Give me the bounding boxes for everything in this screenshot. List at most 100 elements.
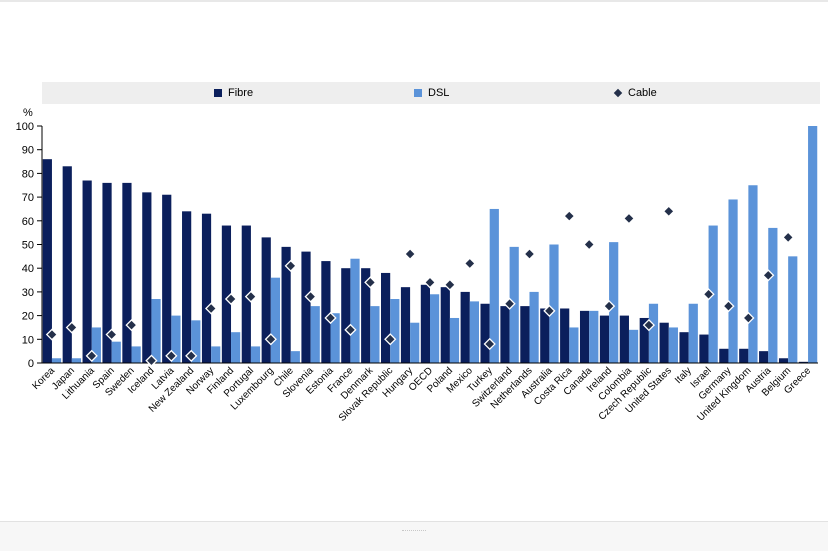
- marker-cable: [65, 321, 78, 334]
- bar-dsl: [469, 301, 479, 363]
- bar-fibre: [201, 213, 212, 363]
- bar-dsl: [648, 303, 659, 363]
- legend-item-fibre: Fibre: [214, 87, 253, 99]
- y-axis: 0 10 20 30 40 50 60 70 80 90 100: [16, 121, 43, 370]
- y-tick-label: 50: [22, 240, 34, 252]
- bar-fibre: [162, 194, 172, 363]
- bar-dsl: [390, 299, 400, 363]
- marker-cable: [702, 288, 715, 301]
- marker-cable: [762, 269, 775, 282]
- marker-cable: [344, 323, 357, 336]
- marker-cable: [622, 212, 636, 225]
- bar-dsl: [51, 358, 62, 363]
- marker-cable: [403, 247, 417, 261]
- bar-fibre: [778, 358, 789, 363]
- bar-fibre: [520, 306, 530, 363]
- marker-cable: [642, 318, 655, 332]
- bar-dsl: [211, 346, 221, 363]
- y-tick-label: 70: [22, 192, 34, 204]
- marker-cable: [364, 276, 377, 289]
- bar-fibre: [679, 332, 689, 363]
- legend-swatch-fibre: [214, 89, 222, 97]
- bar-dsl: [808, 126, 818, 363]
- bar-dsl: [330, 313, 340, 363]
- bar-dsl: [728, 199, 738, 363]
- marker-cable: [782, 231, 795, 244]
- marker-cable: [742, 311, 755, 325]
- bar-dsl: [788, 256, 798, 363]
- bar-fibre: [341, 268, 351, 363]
- y-tick-label: 10: [22, 334, 34, 346]
- bar-dsl: [71, 358, 82, 363]
- marker-cable: [185, 349, 198, 363]
- y-tick-label: 20: [22, 311, 34, 323]
- bar-dsl: [430, 294, 440, 363]
- bar-dsl: [489, 208, 499, 363]
- bar-fibre: [281, 246, 291, 363]
- marker-cable: [45, 328, 59, 341]
- bar-dsl: [589, 310, 599, 363]
- bar-dsl: [529, 291, 539, 363]
- legend-swatch-dsl: [414, 89, 422, 97]
- marker-cable: [105, 328, 118, 341]
- bar-fibre: [42, 159, 52, 363]
- marker-cable: [205, 302, 218, 315]
- marker-cable: [543, 304, 556, 317]
- bar-dsl: [370, 306, 380, 363]
- bar-fibre: [540, 308, 550, 363]
- marker-cable: [324, 311, 337, 325]
- bar-dsl: [270, 277, 281, 363]
- bar-fibre: [599, 315, 610, 363]
- bar-dsl: [290, 351, 300, 363]
- marker-cable: [264, 333, 277, 346]
- bar-dsl: [628, 329, 639, 363]
- bar-fibre: [699, 334, 709, 363]
- bar-dsl: [609, 242, 619, 363]
- bar-fibre: [440, 287, 450, 363]
- bar-dsl: [768, 227, 778, 363]
- top-rule: [0, 0, 828, 2]
- marker-cable: [304, 290, 317, 303]
- bar-dsl: [748, 185, 758, 363]
- legend-label-dsl: DSL: [428, 87, 450, 99]
- bar-fibre: [381, 272, 391, 363]
- bar-dsl: [410, 322, 420, 363]
- bar-fibre: [62, 166, 72, 363]
- bar-dsl: [310, 306, 320, 363]
- legend-item-cable: Cable: [613, 87, 657, 99]
- legend-item-dsl: DSL: [414, 87, 449, 99]
- bar-fibre: [241, 225, 251, 363]
- marker-cable: [145, 354, 158, 367]
- bottom-bar: [0, 521, 828, 551]
- y-tick-label: 80: [22, 168, 34, 180]
- bar-dsl: [151, 299, 161, 363]
- bar-fibre: [659, 322, 669, 363]
- bar-dsl: [449, 317, 460, 363]
- y-tick-label: 60: [22, 216, 34, 228]
- marker-cable: [602, 300, 616, 313]
- bar-fibre: [759, 351, 769, 363]
- marker-cable: [463, 257, 476, 270]
- plot-area: [42, 126, 818, 367]
- marker-cable: [284, 259, 297, 272]
- bar-fibre: [221, 225, 232, 363]
- marker-cable: [523, 247, 536, 261]
- bar-dsl: [549, 244, 559, 363]
- bar-fibre: [420, 284, 430, 363]
- bar-dsl: [668, 327, 678, 363]
- bar-fibre: [102, 182, 112, 363]
- marker-cable: [563, 209, 576, 223]
- bar-dsl: [569, 327, 579, 363]
- bar-fibre: [460, 291, 470, 363]
- bar-dsl: [171, 315, 181, 363]
- resize-handle[interactable]: [402, 530, 426, 534]
- bar-fibre: [82, 180, 92, 363]
- bar-dsl: [191, 320, 201, 363]
- bar-dsl: [111, 341, 121, 363]
- marker-cable: [722, 300, 735, 313]
- bar-fibre: [579, 310, 590, 363]
- bar-dsl: [231, 332, 241, 363]
- bar-dsl: [688, 303, 698, 363]
- bar-fibre: [321, 261, 331, 363]
- bar-fibre: [500, 306, 510, 363]
